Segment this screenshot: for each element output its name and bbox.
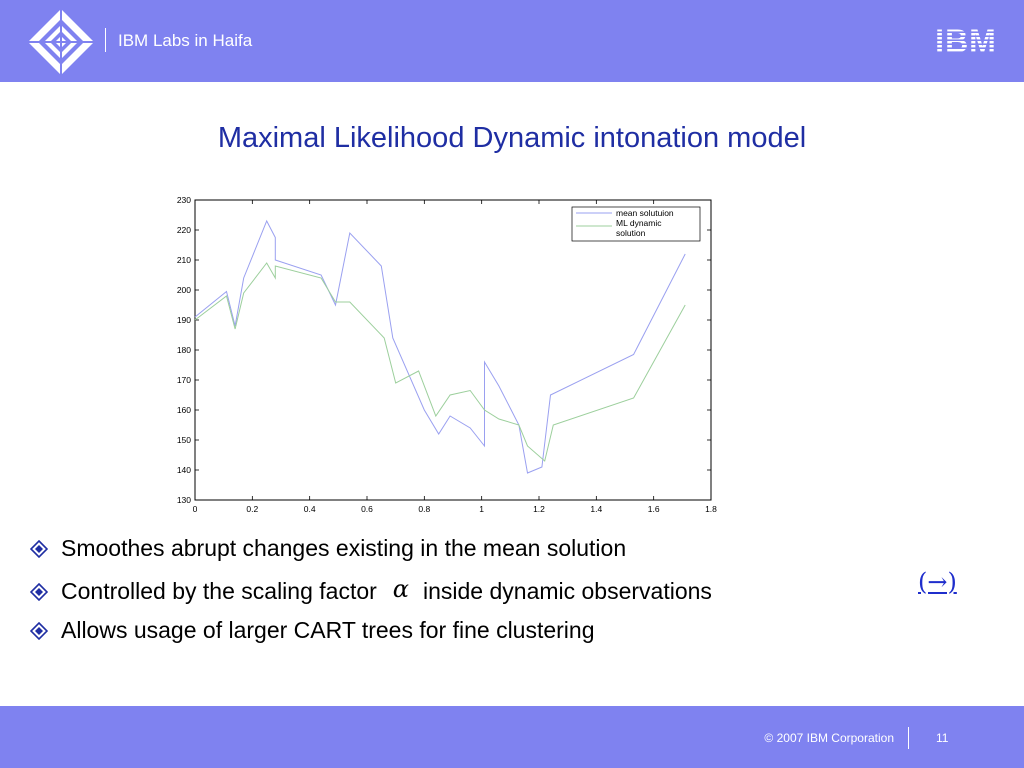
y-tick-label: 180 [177,345,191,355]
bullet-text: Allows usage of larger CART trees for fi… [61,617,595,643]
page-number: 11 [936,731,949,745]
y-tick-label: 150 [177,435,191,445]
series-line [194,219,686,474]
footer-bar: © 2007 IBM Corporation 11 [0,706,1024,768]
header-divider [105,28,106,52]
series-lines [194,219,686,474]
y-tick-label: 190 [177,315,191,325]
bullet-item: Controlled by the scaling factor α inside … [30,573,712,614]
x-tick-label: 1.4 [590,504,602,514]
x-tick-label: 0.4 [304,504,316,514]
copyright-text: © 2007 IBM Corporation [764,731,894,745]
series-line [194,262,686,462]
bullet-list: Smoothes abrupt changes existing in the … [30,532,712,655]
line-chart: 0 0.2 0.4 0.6 0.8 1 1.2 1.4 1.6 1.8 130 140 150 160 17… [177,195,717,514]
x-tick-label: 1.2 [533,504,545,514]
bullet-text: inside dynamic observations [423,578,712,604]
y-tick-label: 130 [177,495,191,505]
y-tick-label: 140 [177,465,191,475]
bullet-text: Controlled by the scaling factor [61,578,377,604]
x-tick-label: 0.8 [418,504,430,514]
y-tick-label: 170 [177,375,191,385]
bullet-item: Smoothes abrupt changes existing in the … [30,532,712,573]
y-tick-label: 220 [177,225,191,235]
x-tick-label: 0.6 [361,504,373,514]
x-tick-label: 1.8 [705,504,717,514]
ibm-labs-diamond-logo-icon [28,9,94,75]
header-bar: IBM Labs in Haifa IBM [0,0,1024,82]
diamond-bullet-icon [30,540,48,558]
y-tick-label: 210 [177,255,191,265]
slide-title: Maximal Likelihood Dynamic intonation mo… [217,122,807,154]
plot-area-frame [194,199,712,501]
x-tick-label: 1.6 [648,504,660,514]
legend-label: mean solutuion [616,208,674,218]
y-tick-label: 200 [177,285,191,295]
next-slide-link[interactable]: (→) [918,568,957,596]
axis-ticks: 0 0.2 0.4 0.6 0.8 1 1.2 1.4 1.6 1.8 130 140 150 160 17… [177,195,717,514]
diamond-bullet-icon [30,622,48,640]
y-tick-label: 230 [177,195,191,205]
svg-text:IBM: IBM [935,25,997,55]
footer-divider [908,727,909,749]
y-tick-label: 160 [177,405,191,415]
bullet-text: Smoothes abrupt changes existing in the … [61,535,627,561]
legend-label: ML dynamic solution [616,218,662,238]
x-tick-label: 0.2 [246,504,258,514]
diamond-bullet-icon [30,583,48,601]
ibm-logo-icon: IBM [935,25,997,55]
bullet-item: Allows usage of larger CART trees for fi… [30,614,712,655]
x-tick-label: 1 [479,504,484,514]
lab-name: IBM Labs in Haifa [118,31,253,50]
x-tick-label: 0 [193,504,198,514]
alpha-symbol: α [392,575,409,603]
